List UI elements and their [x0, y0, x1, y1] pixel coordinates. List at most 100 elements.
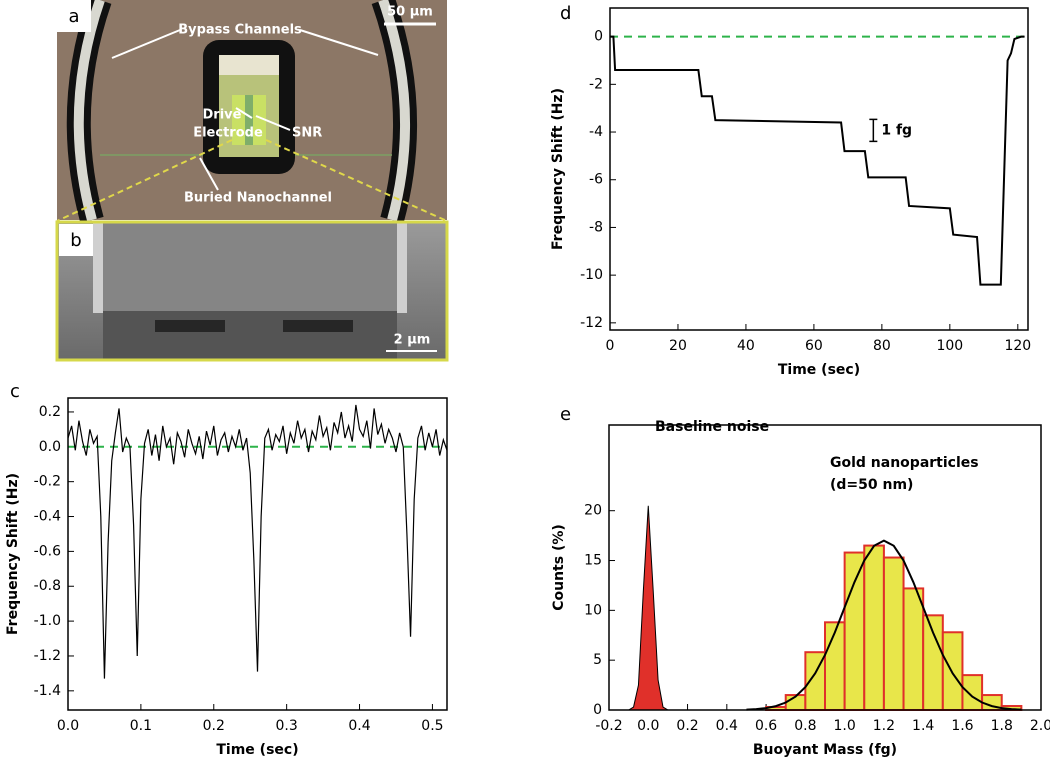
y-tick-label: -1.4	[34, 683, 61, 699]
y-tick-label: -1.0	[34, 613, 61, 629]
histogram-bar	[863, 544, 885, 711]
x-tick-label: 0.5	[421, 718, 443, 734]
resonator	[245, 95, 253, 145]
panel-a: Bypass Channels Drive Electrode SNR Buri…	[56, 0, 448, 224]
y-tick-label: 0	[594, 29, 603, 45]
y-tick-label: 0.0	[39, 439, 61, 455]
y-tick-label: -0.4	[34, 509, 61, 525]
panel-letter: e	[560, 404, 571, 425]
zoom-line	[56, 139, 233, 222]
panel-letter: b	[70, 230, 81, 251]
y-tick-label: -6	[589, 172, 603, 188]
label: SNR	[292, 126, 322, 141]
x-tick-label: 1.4	[912, 718, 934, 734]
histogram-bar	[882, 556, 905, 712]
fit-curve	[746, 539, 1022, 711]
y-tick-label: -1.2	[34, 648, 61, 664]
y-tick-label: -0.6	[34, 543, 61, 559]
x-axis-label: Time (sec)	[216, 742, 298, 758]
data-line	[610, 35, 1025, 286]
y-tick-label: 20	[584, 503, 602, 519]
x-tick-label: 0.0	[637, 718, 659, 734]
x-tick-label: 0.0	[57, 718, 79, 734]
arrows	[111, 29, 379, 191]
histogram-bar	[961, 674, 984, 711]
plot-frame	[608, 424, 1042, 711]
label: Buried Nanochannel	[184, 191, 332, 206]
panel-letter: a	[68, 6, 79, 27]
label: Drive	[203, 108, 242, 123]
histogram-bar	[941, 631, 964, 711]
y-axis-label: Frequency Shift (Hz)	[550, 88, 566, 250]
x-tick-label: 2.0	[1030, 718, 1050, 734]
bypass-channel-inner	[73, 0, 105, 222]
x-tick-label: 0.8	[794, 718, 816, 734]
annotation: Baseline noise	[655, 419, 769, 435]
y-tick-label: 5	[593, 652, 602, 668]
x-tick-label: 120	[1004, 338, 1031, 354]
histogram-bar	[843, 551, 866, 711]
y-tick-label: -0.8	[34, 578, 61, 594]
histogram-bar	[902, 587, 925, 711]
x-tick-label: 0.4	[348, 718, 370, 734]
x-tick-label: 1.6	[951, 718, 973, 734]
device-top	[219, 55, 279, 75]
x-tick-label: 1.8	[991, 718, 1013, 734]
histogram-bar	[824, 621, 846, 711]
y-tick-label: 10	[584, 602, 602, 618]
x-tick-label: 0.2	[203, 718, 225, 734]
x-tick-label: 60	[805, 338, 823, 354]
x-tick-label: 100	[936, 338, 963, 354]
edge	[397, 223, 407, 313]
panel-letter-box	[59, 224, 93, 256]
x-tick-label: 0.1	[130, 718, 152, 734]
label: Bypass Channels	[178, 23, 302, 38]
y-tick-label: -10	[580, 267, 603, 283]
scale-bar-label: 2 µm	[394, 333, 431, 348]
y-axis-label: Counts (%)	[551, 524, 567, 611]
panel-letter: c	[10, 381, 20, 402]
channel	[155, 320, 225, 332]
x-axis-label: Buoyant Mass (fg)	[753, 742, 897, 758]
panel-frame	[55, 220, 449, 362]
y-tick-label: -8	[589, 219, 603, 235]
scale-bar	[869, 118, 878, 143]
histogram-bar	[922, 614, 944, 711]
label: Electrode	[193, 126, 263, 141]
x-tick-label: 1.2	[873, 718, 895, 734]
y-tick-label: 15	[584, 553, 602, 569]
annotation: 1 fg	[881, 122, 912, 138]
baseline-area	[628, 505, 670, 711]
scale-bar-label: 50 µm	[387, 5, 433, 20]
bypass-channel-inner	[378, 0, 411, 222]
panel-letter-box	[57, 0, 91, 32]
x-tick-label: 0.4	[716, 718, 738, 734]
x-tick-label: 1.0	[834, 718, 856, 734]
annotation: Gold nanoparticles	[830, 455, 979, 471]
x-axis-label: Time (sec)	[778, 362, 860, 378]
panel-letter: d	[560, 3, 571, 24]
y-tick-label: -4	[589, 124, 603, 140]
y-tick-label: -2	[589, 76, 603, 92]
y-tick-label: -12	[580, 315, 603, 331]
plot-frame	[67, 397, 448, 711]
y-tick-label: 0.2	[39, 404, 61, 420]
x-tick-label: 20	[669, 338, 687, 354]
y-tick-label: 0	[593, 702, 602, 718]
x-tick-label: 40	[737, 338, 755, 354]
edge	[93, 223, 103, 313]
annotation: (d=50 nm)	[830, 477, 913, 493]
x-tick-label: -0.2	[595, 718, 622, 734]
cross-section	[103, 311, 397, 359]
y-tick-label: -0.2	[34, 474, 61, 490]
zoom-line	[265, 139, 448, 222]
x-tick-label: 0	[606, 338, 615, 354]
membrane	[97, 223, 403, 311]
x-tick-label: 0.3	[276, 718, 298, 734]
x-tick-label: 80	[873, 338, 891, 354]
y-axis-label: Frequency Shift (Hz)	[5, 473, 21, 635]
x-tick-label: 0.2	[676, 718, 698, 734]
x-tick-label: 0.6	[755, 718, 777, 734]
data-line	[67, 404, 448, 679]
